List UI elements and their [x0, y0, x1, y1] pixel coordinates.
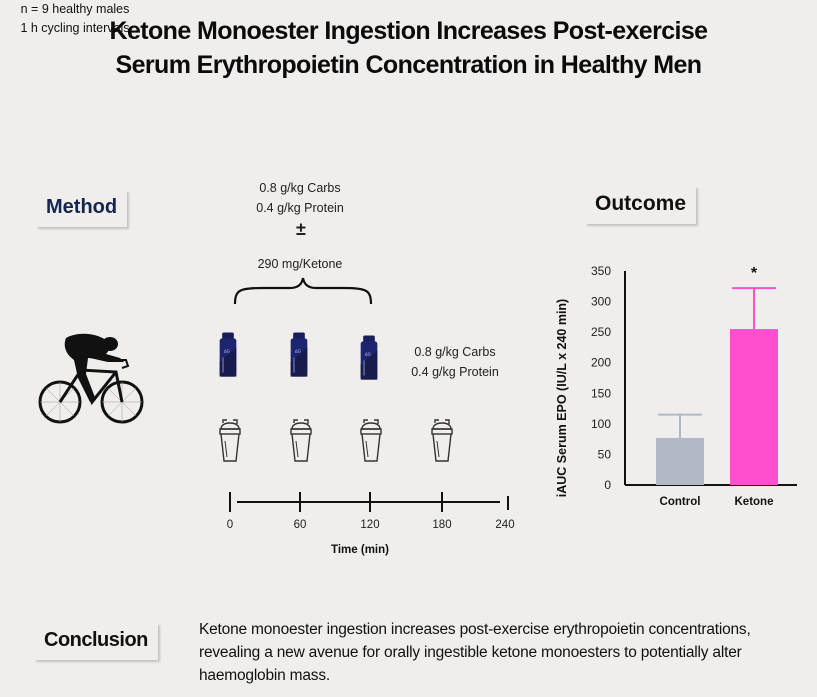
supplement-dose-right: 0.8 g/kg Carbs 0.4 g/kg Protein — [400, 342, 510, 382]
protein-dose: 0.4 g/kg Protein — [411, 365, 499, 379]
y-axis-title: iAUC Serum EPO (IU/L x 240 min) — [555, 299, 569, 497]
conclusion-text: Ketone monoester ingestion increases pos… — [199, 621, 751, 684]
ketone-bottle-icon: ΔG — [360, 335, 378, 380]
plus-minus-symbol: ± — [296, 219, 306, 239]
svg-text:ΔG: ΔG — [294, 349, 300, 354]
shaker-bottle-icon — [219, 419, 241, 462]
y-tick-label: 300 — [591, 295, 611, 309]
curly-brace — [233, 277, 373, 305]
timeline-tick-120: 120 — [360, 519, 380, 531]
ketone-bottle-icon: ΔG — [219, 332, 237, 377]
conclusion-heading: Conclusion — [34, 623, 158, 660]
supplement-dose-top: 0.8 g/kg Carbs 0.4 g/kg Protein — [230, 178, 370, 218]
y-tick-label: 150 — [591, 386, 611, 400]
method-heading: Method — [36, 190, 128, 227]
carbs-dose: 0.8 g/kg Carbs — [414, 345, 496, 359]
cyclist-icon — [38, 333, 144, 424]
bar-ketone — [730, 329, 778, 485]
significance-marker: * — [751, 265, 758, 282]
svg-text:ΔG: ΔG — [224, 349, 230, 354]
timeline-tick-240: 240 — [495, 519, 515, 531]
ketone-bottle-icon: ΔG — [290, 332, 307, 377]
epo-bar-chart: 0 50 100 150 200 250 300 350 iAUC Serum EPO (IU/… — [555, 264, 797, 508]
shaker-bottle-icon — [289, 419, 312, 462]
y-tick-label: 350 — [591, 264, 611, 278]
protein-dose: 0.4 g/kg Protein — [256, 201, 344, 215]
poster-title: Ketone Monoester Ingestion Increases Pos… — [0, 14, 817, 82]
timeline-axis — [229, 492, 509, 512]
timeline-axis-label: Time (min) — [331, 544, 389, 556]
y-tick-label: 100 — [591, 417, 611, 431]
carbs-dose: 0.8 g/kg Carbs — [259, 181, 341, 195]
ketone-dose: 290 mg/Ketone — [257, 257, 343, 271]
y-tick-label: 200 — [591, 356, 611, 370]
shaker-bottle-icon — [430, 419, 453, 462]
exercise-protocol: 1 h cycling intervals — [20, 21, 130, 35]
participants-count: n = 9 healthy males — [20, 2, 130, 16]
bar-control — [656, 437, 704, 485]
timeline-tick-0: 0 — [226, 519, 234, 531]
x-tick-label-control: Control — [660, 496, 701, 508]
y-tick-label: 50 — [598, 447, 612, 461]
shaker-bottle-icon — [360, 419, 382, 462]
participants-info: n = 9 healthy males 1 h cycling interval… — [0, 0, 150, 38]
timeline-tick-60: 60 — [293, 519, 307, 531]
outcome-heading: Outcome — [585, 186, 697, 224]
x-tick-label-ketone: Ketone — [735, 496, 774, 508]
timeline-tick-180: 180 — [432, 519, 452, 531]
svg-text:ΔG: ΔG — [365, 352, 371, 357]
y-tick-label: 250 — [591, 325, 611, 339]
title-line-1: Ketone Monoester Ingestion Increases Pos… — [109, 17, 709, 45]
y-tick-label: 0 — [604, 478, 611, 492]
title-line-2: Serum Erythropoietin Concentration in He… — [115, 51, 703, 79]
